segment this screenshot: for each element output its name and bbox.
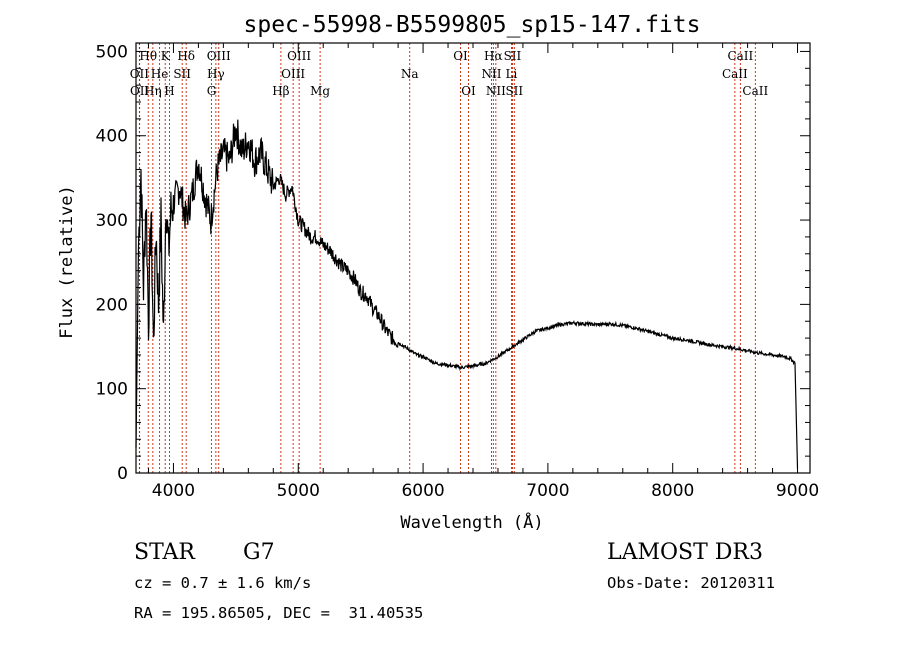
y-tick-label: 300 — [96, 211, 128, 231]
spectral-line-label: Hθ — [139, 49, 157, 63]
y-tick-label: 400 — [96, 127, 128, 147]
x-axis-ticks: 4000 5000 6000 7000 8000 9000 — [147, 43, 819, 501]
spectral-line-markers — [138, 43, 756, 473]
spectral-line-label: OI — [461, 84, 476, 98]
x-tick-label: 6000 — [401, 481, 444, 501]
spectral-line-label: Hγ — [207, 67, 225, 81]
spectral-line-label: SII — [505, 84, 523, 98]
spectral-line-label: NII — [481, 67, 501, 81]
y-tick-label: 100 — [96, 380, 128, 400]
flux-series-line — [135, 119, 799, 469]
spectral-line-label: Na — [401, 67, 419, 81]
chart-title: spec-55998-B5599805_sp15-147.fits — [244, 12, 701, 38]
x-tick-label: 7000 — [526, 481, 569, 501]
y-axis-label: Flux (relative) — [57, 185, 77, 339]
observation-date: Obs-Date: 20120311 — [607, 574, 775, 592]
spectral-line-label: H — [164, 84, 174, 98]
redshift-cz: cz = 0.7 ± 1.6 km/s — [134, 574, 312, 592]
spectral-line-label: G — [207, 84, 217, 98]
spectral-line-label: OI — [453, 49, 468, 63]
survey-name: LAMOST DR3 — [607, 540, 763, 565]
spectral-line-label: OIII — [287, 49, 311, 63]
spectral-line-label: OII — [130, 67, 150, 81]
spectral-line-label: K — [161, 49, 171, 63]
spectral-line-label: OII — [130, 84, 150, 98]
plot-frame — [135, 42, 811, 474]
y-axis-ticks: 0 100 200 300 400 500 — [96, 42, 810, 484]
y-tick-label: 500 — [96, 42, 128, 62]
y-tick-label: 200 — [96, 295, 128, 315]
x-tick-label: 8000 — [651, 481, 694, 501]
spectral-line-label: CaII — [727, 49, 753, 63]
object-class: STAR — [134, 540, 195, 565]
spectral-line-label: Hβ — [272, 84, 289, 98]
spectral-line-label: Li — [506, 67, 518, 81]
x-tick-label: 4000 — [152, 481, 195, 501]
spectral-line-label: CaII — [742, 84, 768, 98]
spectral-line-label: SII — [504, 49, 522, 63]
spectral-line-label: Hη — [144, 84, 162, 98]
spectral-line-label: Mg — [310, 84, 330, 98]
spectral-line-label: OIII — [207, 49, 231, 63]
x-tick-label: 9000 — [776, 481, 819, 501]
x-axis-label: Wavelength (Å) — [400, 511, 543, 533]
spectral-line-label: Hα — [484, 49, 503, 63]
spectral-line-label: OIII — [281, 67, 305, 81]
coordinates: RA = 195.86505, DEC = 31.40535 — [134, 604, 424, 622]
spectral-line-label: Hδ — [177, 49, 195, 63]
spectral-line-label: He — [151, 67, 169, 81]
y-tick-label: 0 — [117, 464, 128, 484]
x-tick-label: 5000 — [277, 481, 320, 501]
spectral-line-label: CaII — [722, 67, 748, 81]
spectral-line-label: SII — [173, 67, 191, 81]
object-subclass: G7 — [243, 540, 275, 565]
spectral-line-label: NII — [486, 84, 506, 98]
